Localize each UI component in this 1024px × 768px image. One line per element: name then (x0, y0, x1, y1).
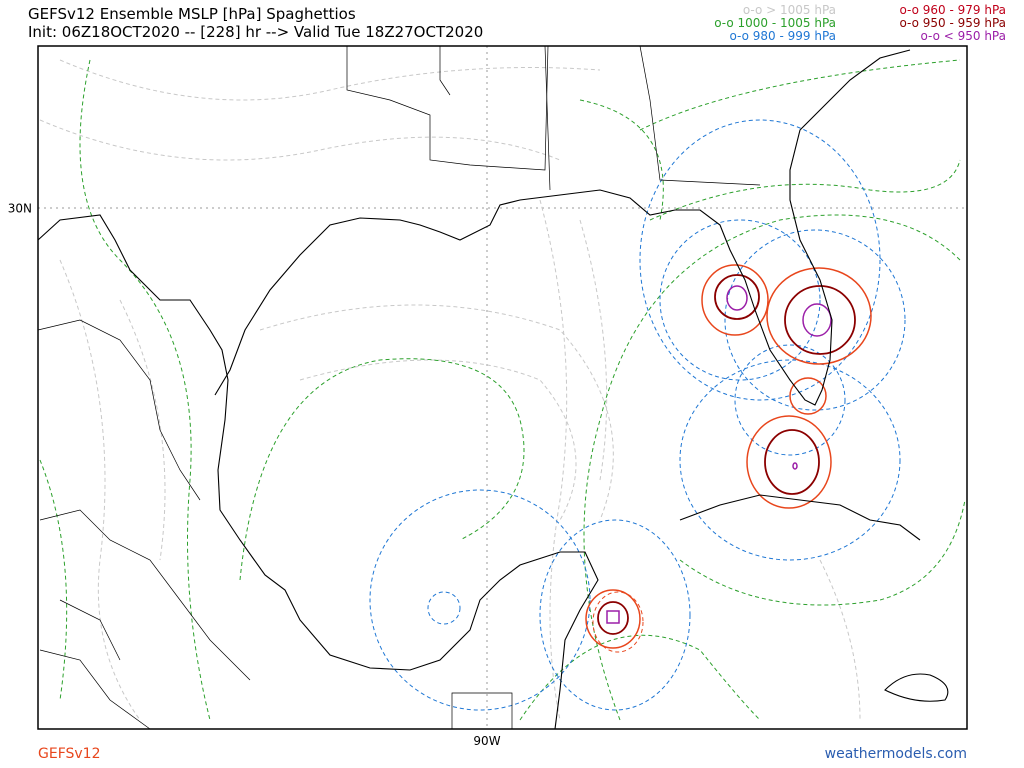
contour (79, 59, 211, 721)
map-area: 30N 90W (8, 45, 968, 748)
subtitle: Init: 06Z18OCT2020 -- [228] hr --> Valid… (28, 23, 483, 41)
contour (119, 299, 166, 561)
legend-entry: o-o 980 - 999 hPa (729, 29, 836, 43)
contour (639, 59, 961, 131)
contour (819, 559, 861, 721)
title: GEFSv12 Ensemble MSLP [hPa] Spaghettios (28, 5, 356, 23)
border (439, 45, 761, 191)
footer-model: GEFSv12 (38, 746, 101, 762)
contour (59, 259, 141, 721)
contour (239, 358, 525, 581)
latitude-label: 30N (8, 202, 32, 216)
coastlines (37, 49, 949, 730)
contour (606, 610, 620, 624)
contour (679, 499, 966, 606)
border (39, 599, 151, 730)
contour (789, 377, 827, 415)
contour (583, 214, 961, 721)
legend-entry: o-o < 950 hPa (920, 29, 1006, 43)
contour (259, 304, 614, 521)
contour (792, 462, 798, 470)
contour (679, 359, 901, 561)
map-frame (37, 45, 968, 730)
contours-gray (39, 59, 861, 721)
border (346, 45, 549, 171)
borders (37, 45, 761, 730)
coastline (37, 214, 599, 730)
contour (726, 285, 748, 311)
contour (734, 344, 846, 456)
contour (579, 219, 608, 481)
contour (784, 285, 856, 355)
contour (766, 267, 872, 365)
contour (539, 199, 568, 721)
contour (39, 119, 561, 161)
coastline (214, 49, 911, 406)
contour (539, 519, 691, 711)
contours-green (39, 59, 966, 721)
contours-strong (585, 264, 872, 653)
contour (724, 229, 906, 411)
contour (427, 591, 461, 625)
map-background (38, 46, 967, 729)
legend-entry: o-o > 1005 hPa (743, 3, 836, 17)
border (451, 692, 513, 729)
contour (659, 219, 821, 381)
contour (764, 429, 820, 495)
contour (746, 415, 832, 509)
footer-site: weathermodels.com (825, 746, 967, 762)
contour (39, 459, 68, 701)
contour (592, 591, 644, 653)
longitude-label: 90W (473, 734, 500, 748)
contour (59, 59, 601, 101)
legend-entry: o-o 950 - 959 hPa (899, 16, 1006, 30)
contour (299, 359, 577, 521)
contour (714, 274, 760, 320)
contour (802, 303, 832, 337)
coastline-jamaica (884, 673, 949, 702)
legend-entry: o-o 960 - 979 hPa (899, 3, 1006, 17)
contour (701, 264, 769, 336)
contour (585, 589, 641, 649)
contour (369, 489, 591, 711)
contour (639, 119, 881, 401)
border (37, 319, 251, 681)
contours-blue (369, 119, 906, 711)
coastline-cuba (679, 494, 921, 541)
contour (579, 99, 664, 221)
contour (519, 634, 761, 721)
contour (597, 601, 629, 635)
contour (649, 159, 961, 221)
legend-entry: o-o 1000 - 1005 hPa (714, 16, 836, 30)
